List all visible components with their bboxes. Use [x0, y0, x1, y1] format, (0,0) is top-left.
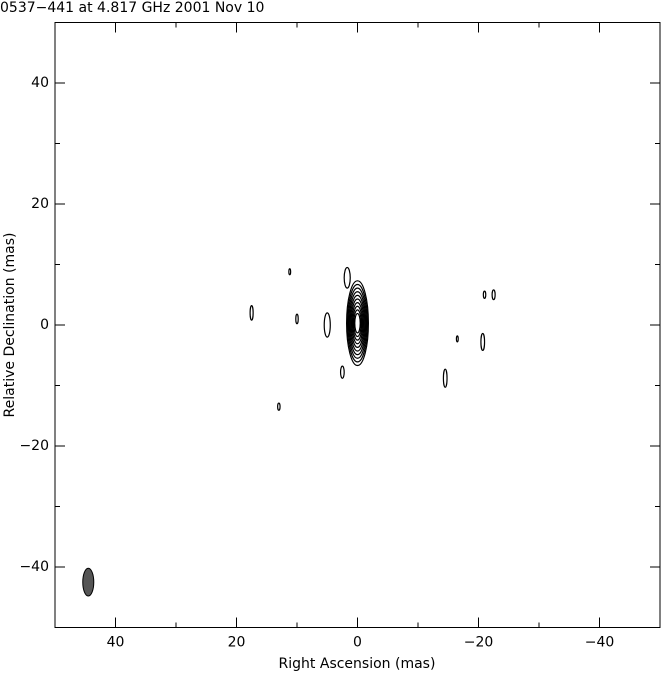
contour — [351, 302, 364, 345]
y-tick-label: −20 — [19, 438, 49, 454]
plot-frame — [54, 22, 661, 628]
contour — [323, 312, 331, 338]
contour — [348, 291, 367, 356]
contour — [353, 309, 362, 338]
beam — [82, 567, 95, 597]
contour — [354, 312, 361, 334]
x-tick-label: −20 — [464, 635, 494, 651]
contour — [442, 368, 448, 388]
contour — [288, 268, 292, 276]
chart-title: 0537−441 at 4.817 GHz 2001 Nov 10 — [0, 0, 264, 16]
contour — [350, 298, 365, 348]
contour — [482, 290, 487, 299]
x-tick-label: 20 — [228, 635, 246, 651]
contour — [347, 287, 368, 359]
contour — [295, 313, 299, 325]
contour — [249, 305, 254, 321]
x-axis-label: Right Ascension (mas) — [279, 656, 436, 672]
contour — [346, 283, 369, 363]
contour — [343, 266, 351, 289]
y-tick-label: −40 — [19, 559, 49, 575]
y-tick-label: 40 — [31, 75, 49, 91]
y-axis-label: Relative Declination (mas) — [2, 233, 18, 418]
x-tick-label: −40 — [585, 635, 615, 651]
contour — [352, 305, 363, 341]
contour — [349, 294, 366, 352]
contour — [455, 335, 459, 343]
x-tick-label: 0 — [353, 635, 362, 651]
contour — [480, 332, 486, 352]
y-tick-label: 20 — [31, 196, 49, 212]
x-tick-label: 40 — [107, 635, 125, 651]
contour — [339, 365, 345, 379]
contour — [491, 289, 496, 301]
y-tick-label: 0 — [40, 317, 49, 333]
contour — [277, 402, 281, 411]
contour — [346, 280, 369, 367]
